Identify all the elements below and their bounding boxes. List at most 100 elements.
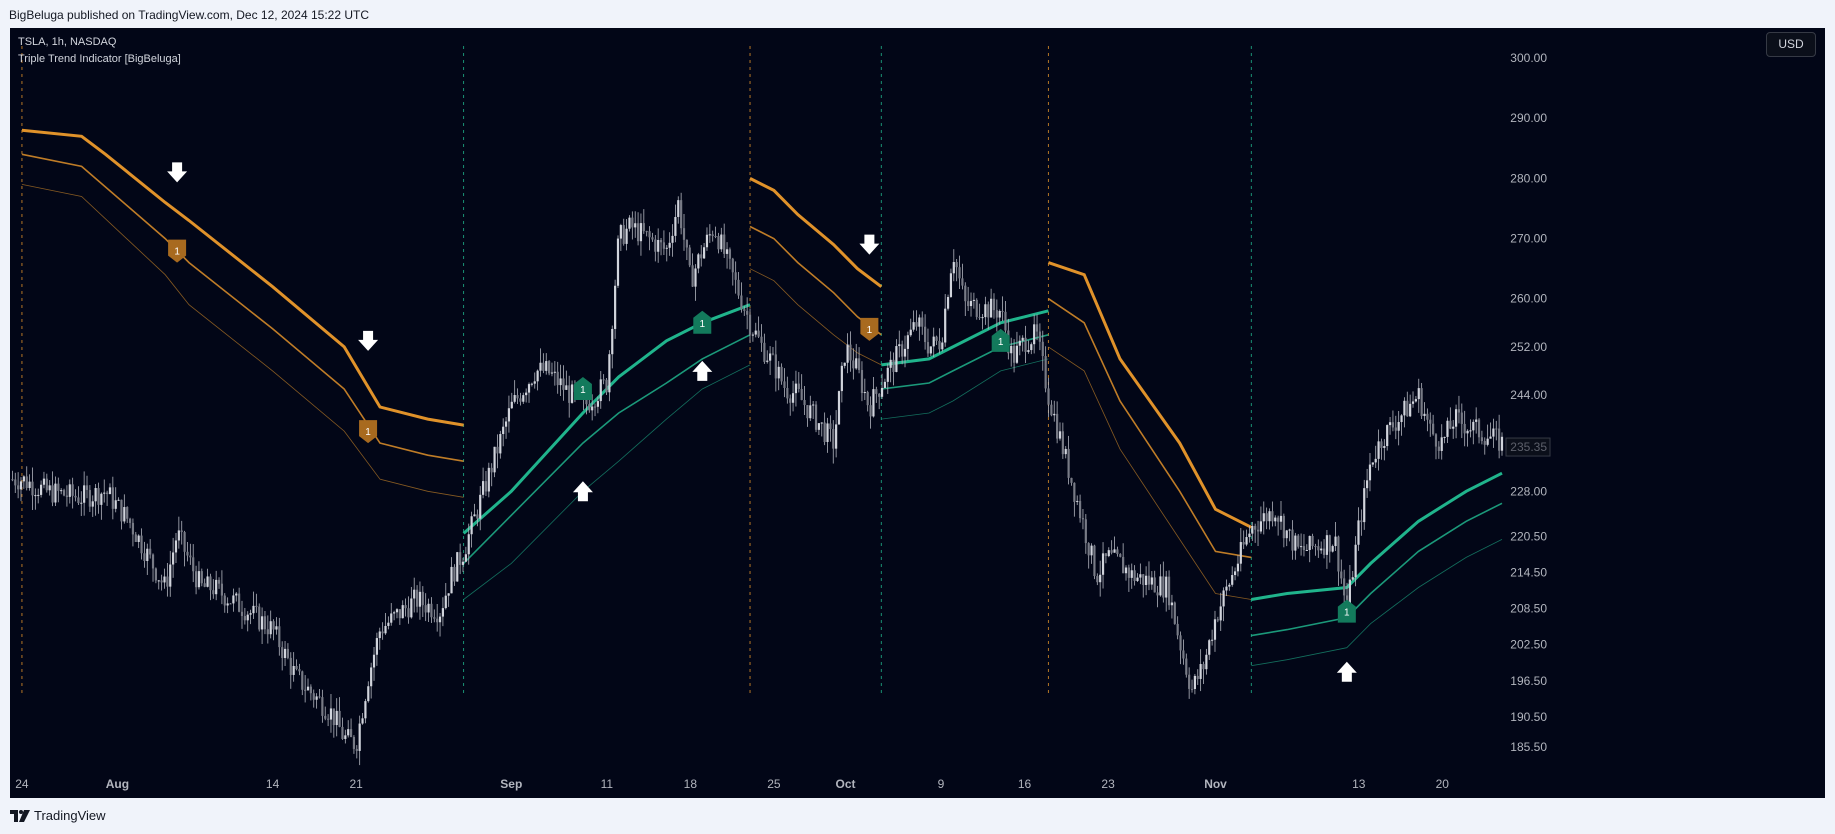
candle [926,328,930,358]
candle [240,600,244,629]
candle-body [1196,675,1199,679]
candle-body [680,200,683,229]
candle [901,340,904,365]
candle-body [464,554,467,562]
candle [525,388,528,403]
candle [711,230,714,242]
candle [200,568,203,587]
candle-body [654,239,657,252]
candle [510,392,513,409]
candle [786,376,789,404]
candle [269,610,272,639]
candle [717,232,720,254]
candle [123,494,126,524]
candle [183,530,186,567]
candle [31,467,34,510]
candle-body [1285,530,1288,539]
candle-body [1429,419,1432,424]
candle [516,388,519,405]
candle [197,561,201,590]
candle-body [1050,404,1053,416]
candle-body [157,580,160,582]
candle [1170,594,1174,619]
y-axis-tick-label: 202.50 [1510,638,1547,652]
candle [783,368,786,398]
chart-pane[interactable]: 300.00 290.00 280.00 270.00 260.00 252.00 244.… [10,28,1825,798]
candle-body [375,638,378,655]
candle-body [513,395,516,402]
candle [1325,529,1329,569]
candle-body [1397,422,1400,431]
candle [255,593,258,613]
candle [473,503,476,517]
candle [315,693,318,709]
candle-body [720,234,723,250]
candle [88,485,91,513]
candle [636,212,640,246]
candle [60,488,63,495]
candle-body [1357,520,1360,545]
symbol-legend[interactable]: TSLA, 1h, NASDAQ [18,36,117,48]
y-axis-tick-label: 196.50 [1510,674,1547,688]
candle [803,386,806,415]
candle [536,369,539,391]
candle [1099,560,1102,597]
candle-body [1297,535,1300,547]
candle-body [826,423,829,443]
candle-body [1368,464,1372,481]
currency-button[interactable]: USD [1766,32,1816,57]
candle-body [278,626,281,648]
candle-body [275,626,278,630]
candle-body [329,708,333,720]
candle-body [1314,546,1317,548]
candle [530,382,533,387]
candle [725,242,729,269]
candle-body [1179,635,1182,651]
candle [995,299,998,332]
candle [499,430,502,459]
candle-body [926,342,930,354]
candle [387,616,390,630]
candle-body [1477,419,1481,438]
candle-body [123,507,126,522]
candle-body [1107,550,1110,557]
candle-body [507,408,511,422]
bull-signal-marker: 1 [693,310,712,334]
candle-body [946,296,950,309]
tradingview-brand[interactable]: TradingView [10,808,106,823]
candle [1021,335,1024,352]
candle-body [725,249,729,254]
candle [665,245,668,262]
candle [1328,534,1331,563]
indicator-legend[interactable]: Triple Trend Indicator [BigBeluga] [18,53,181,65]
candle [398,609,401,625]
candle-body [791,393,795,403]
candle [1417,378,1420,413]
candle-body [548,361,551,374]
candle-body [183,532,186,552]
candle-body [1440,437,1443,451]
price-chart[interactable]: 300.00 290.00 280.00 270.00 260.00 252.00 244.… [10,28,1825,798]
candle [1437,441,1440,459]
candle-body [880,387,884,397]
candle [17,472,20,499]
candle [1179,631,1182,665]
candle [174,532,178,564]
candle-body [585,398,588,405]
candle-body [1308,535,1311,550]
candle-body [728,249,732,259]
candle-body [381,631,384,634]
candle [949,268,953,298]
candle-body [103,492,106,494]
candle-body [1437,446,1440,451]
brand-label: TradingView [34,808,106,823]
bear-trend-band [1048,346,1252,600]
candle-body [433,617,436,619]
candle [1454,404,1458,439]
candle [599,371,602,409]
candle-body [1343,578,1346,596]
candle [860,361,864,402]
candle [697,252,700,274]
candle [1251,521,1254,541]
candle [952,249,955,282]
